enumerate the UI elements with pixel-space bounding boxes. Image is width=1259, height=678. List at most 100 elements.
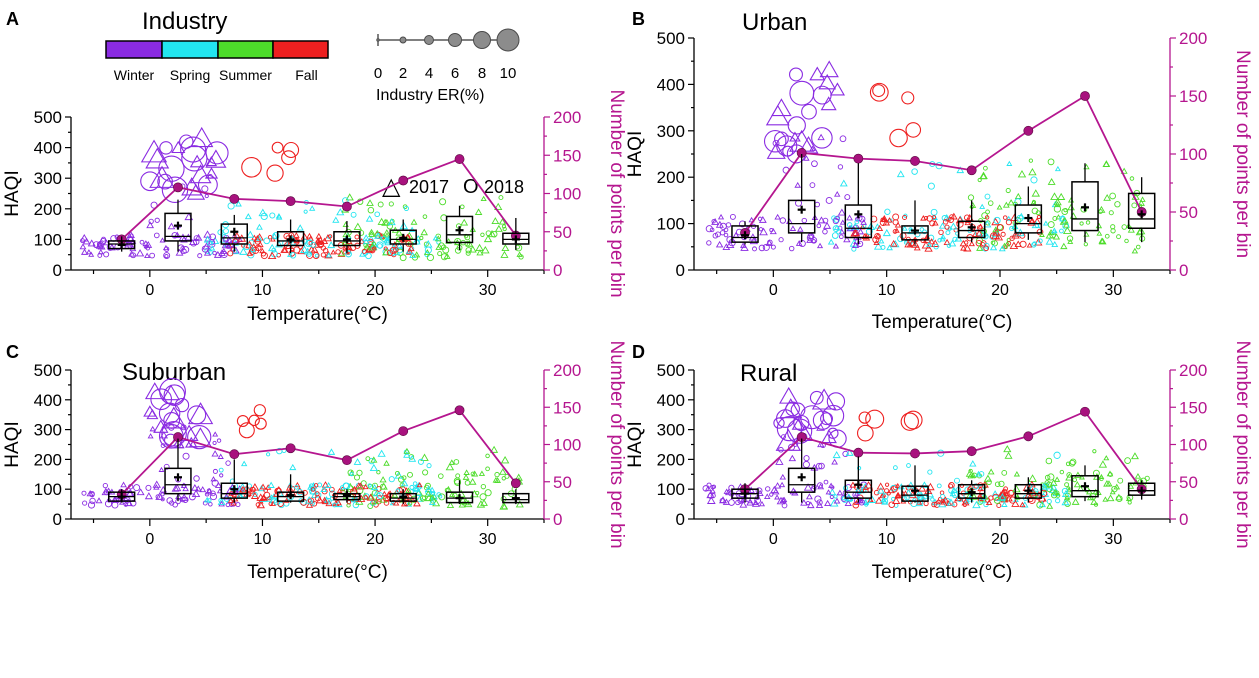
scatter-point <box>941 496 949 503</box>
scatter-point <box>948 482 955 489</box>
scatter-point <box>249 246 256 252</box>
scatter-point <box>321 481 330 488</box>
scatter-point <box>988 495 994 501</box>
x-tick-label: 20 <box>991 531 1009 548</box>
box-plot <box>1127 480 1156 500</box>
scatter-point <box>148 218 154 225</box>
scatter-point <box>1042 220 1049 226</box>
scatter-point <box>831 232 839 239</box>
y2-tick-label: 100 <box>553 185 581 204</box>
scatter-point <box>876 482 885 490</box>
scatter-point <box>139 239 145 245</box>
scatter-point <box>736 490 742 496</box>
scatter-point <box>985 209 990 215</box>
scatter-point <box>409 484 415 490</box>
scatter-point-large <box>789 131 801 142</box>
scatter-point <box>1114 201 1121 208</box>
scatter-point <box>930 497 935 502</box>
scatter-point <box>828 482 835 488</box>
scatter-point <box>786 218 793 224</box>
scatter-point <box>368 457 375 465</box>
scatter-point <box>962 502 967 508</box>
scatter-point <box>171 484 180 492</box>
scatter-point <box>832 217 839 225</box>
scatter-point <box>937 238 942 243</box>
y-tick-label: 0 <box>676 510 685 529</box>
x-tick-label: 30 <box>479 282 497 299</box>
y2-tick-label: 100 <box>553 436 581 455</box>
scatter-point <box>1066 486 1071 491</box>
scatter-point <box>1083 242 1088 247</box>
scatter-point <box>386 249 394 257</box>
scatter-point <box>210 476 217 482</box>
y2-tick-label: 200 <box>1179 29 1207 48</box>
scatter-point <box>1051 488 1059 495</box>
scatter-point <box>210 236 220 244</box>
year-2017-label: 2017 <box>409 177 449 197</box>
scatter-point <box>802 460 810 469</box>
scatter-point <box>889 239 898 247</box>
count-marker <box>1023 125 1034 136</box>
scatter-point <box>246 230 255 238</box>
scatter-point <box>1074 471 1082 479</box>
scatter-point <box>410 495 418 503</box>
scatter-point <box>455 473 461 479</box>
scatter-point <box>87 501 96 509</box>
scatter-point <box>184 233 193 241</box>
scatter-point <box>518 254 524 260</box>
scatter-point <box>758 244 766 252</box>
scatter-point <box>1059 228 1064 234</box>
box-iqr <box>1071 475 1099 498</box>
scatter-point <box>260 494 267 500</box>
scatter-point <box>435 243 444 250</box>
season-swatch-summer <box>217 40 274 59</box>
scatter-point <box>1044 480 1050 486</box>
box-plot <box>787 438 816 503</box>
y2-axis-label: Number of points per bin <box>1232 340 1253 548</box>
scatter-point <box>459 204 465 210</box>
box-iqr <box>164 212 192 242</box>
scatter-point <box>839 179 848 187</box>
scatter-point-large <box>869 82 889 102</box>
box-plot <box>389 489 417 505</box>
scatter-point <box>398 476 405 483</box>
scatter-point <box>502 226 507 232</box>
box-iqr <box>220 482 248 499</box>
scatter-point <box>758 227 763 232</box>
scatter-point <box>461 497 470 506</box>
scatter-point <box>873 242 883 250</box>
scatter-point <box>803 483 813 491</box>
scatter-point <box>1137 479 1144 485</box>
scatter-point <box>456 489 466 498</box>
scatter-point <box>300 245 309 254</box>
panels: A0 10 20 30Temperature(°C)0100200300400500H… <box>2 9 1253 583</box>
scatter-point <box>379 482 388 490</box>
scatter-point-large <box>818 73 837 90</box>
scatter-point <box>910 499 918 508</box>
scatter-point <box>491 217 500 224</box>
scatter-point <box>814 495 822 503</box>
scatter-point <box>453 459 460 465</box>
scatter-point <box>465 239 474 247</box>
scatter-point <box>1086 488 1093 495</box>
scatter-point <box>163 252 171 260</box>
scatter-point <box>752 499 759 506</box>
scatter-point <box>862 484 869 490</box>
scatter-point <box>214 481 222 488</box>
scatter-point <box>289 463 297 471</box>
scatter-point <box>356 469 363 476</box>
scatter-point <box>142 240 150 247</box>
year-2018-label: 2018 <box>484 177 524 197</box>
scatter-point <box>951 501 958 508</box>
box-plot <box>731 483 759 503</box>
y2-tick-label: 0 <box>1179 261 1188 280</box>
scatter-point <box>386 223 393 230</box>
scatter-point <box>877 486 885 494</box>
scatter-point <box>827 238 835 245</box>
count-marker <box>910 448 920 459</box>
scatter-point <box>959 239 967 247</box>
scatter-point <box>315 496 324 504</box>
box-iqr <box>1014 483 1043 499</box>
scatter-point <box>1049 479 1058 486</box>
